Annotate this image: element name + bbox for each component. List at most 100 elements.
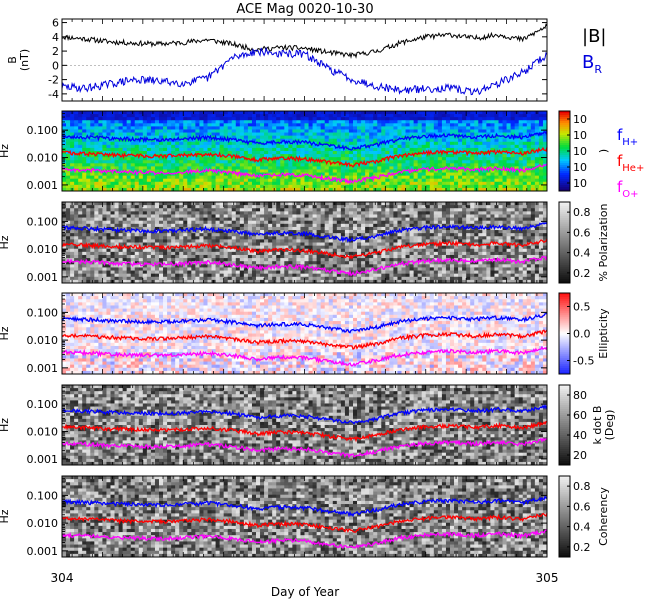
panel-frame xyxy=(61,292,548,375)
panel-frame xyxy=(61,384,548,466)
x-axis-label: Day of Year xyxy=(271,585,339,599)
colorbar-tick-label: 0.8 xyxy=(573,206,591,219)
colorbar-frame xyxy=(558,475,571,558)
y-tick-label: -2 xyxy=(48,74,59,87)
gyro-line-f_H xyxy=(61,403,548,425)
colorbar-frame xyxy=(558,384,571,466)
y-tick-label: 0.010 xyxy=(27,243,59,256)
colorbar-tick-label: 10 xyxy=(573,161,587,174)
y-tick-label: 0.001 xyxy=(27,453,59,466)
gyro-line-f_H xyxy=(61,130,548,152)
colorbar-label: % Polarization xyxy=(597,204,610,282)
colorbar-tick-label: 10 xyxy=(573,145,587,158)
y-tick-label: 0.100 xyxy=(27,124,59,137)
panel-frame xyxy=(61,201,548,284)
legend-b-r-main: B xyxy=(582,52,594,73)
y-axis-label: Hz xyxy=(0,235,11,249)
gyro-line-f_O xyxy=(61,345,548,367)
y-tick-label: 0.001 xyxy=(27,545,59,558)
y-tick-label: 0.010 xyxy=(27,152,59,165)
y-tick-label: 2 xyxy=(52,45,59,58)
series-line-B_total xyxy=(61,23,548,59)
legend-f-he-sub: He+ xyxy=(622,163,644,174)
colorbar-coherency: 0.8 0.6 0.4 0.2 Coherency xyxy=(558,475,610,558)
y-tick-label: 0.001 xyxy=(27,179,59,192)
colorbar-tick-label: 10 xyxy=(573,129,587,142)
y-axis-label: Hz xyxy=(0,144,11,158)
heatmap-cells xyxy=(62,202,548,284)
legend-f-o-main: f xyxy=(617,178,623,196)
y-tick-label: 4 xyxy=(52,31,59,44)
gyro-line-f_H xyxy=(61,495,548,518)
colorbar-power: 10 10 10 10 10) xyxy=(558,110,610,192)
y-tick-label: 0.100 xyxy=(27,489,59,502)
colorbar-label: Coherency xyxy=(597,487,610,546)
gyro-line-f_O xyxy=(61,163,548,185)
legend-f-h-sub: H+ xyxy=(622,137,638,148)
colorbar-tick-label: 0.2 xyxy=(573,267,591,280)
colorbar-polarization: 0.8 0.6 0.4 0.2 % Polarization xyxy=(558,201,610,284)
colorbar-tick-label: 0.4 xyxy=(573,521,591,534)
colorbar-tick-label: 20 xyxy=(573,449,587,462)
colorbar-label: Ellipticity xyxy=(597,308,610,359)
series-line-B_R xyxy=(61,46,548,96)
colorbar-label-unit: (Deg) xyxy=(603,410,616,441)
panel-frame xyxy=(61,18,548,102)
colorbar-tick-label: 60 xyxy=(573,409,587,422)
gyro-line-f_O xyxy=(61,255,548,277)
colorbar-kdotb: 80 60 40 20 k dot B (Deg) xyxy=(558,384,616,466)
panel-frame xyxy=(61,475,548,558)
panel-coherency: 0.100 0.010 0.001 Hz 0.8 0.6 0.4 0.2 Coherency xyxy=(0,475,610,558)
gyro-line-f_O xyxy=(61,437,548,459)
legend-f-h-main: f xyxy=(617,126,623,144)
y-axis-label: B xyxy=(6,56,19,64)
colorbar-tick-label: 0.0 xyxy=(573,328,591,341)
y-axis-label: Hz xyxy=(0,509,11,523)
colorbar-label: k dot B xyxy=(591,406,604,445)
legend-f-o: fO+ xyxy=(617,178,639,200)
colorbar-frame xyxy=(558,201,571,284)
legend-f-he-main: f xyxy=(617,152,623,170)
figure-title: ACE Mag 0020-10-30 xyxy=(236,2,373,17)
colorbar-tick-label: 0.6 xyxy=(573,500,591,513)
colorbar-tick-label: 0.2 xyxy=(573,541,591,554)
legend-f-he: fHe+ xyxy=(617,152,644,174)
legend-b-r: BR xyxy=(582,52,602,76)
y-tick-label: 0.001 xyxy=(27,362,59,375)
colorbar-tick-label: 10 xyxy=(573,177,587,190)
gyro-line-f_He xyxy=(61,421,547,443)
legend-f-h: fH+ xyxy=(617,126,638,148)
panel-polarization: 0.100 0.010 0.001 Hz 0.8 0.6 0.4 0.2 % Polarizat… xyxy=(0,201,610,284)
x-tick-label-end: 305 xyxy=(536,571,559,585)
colorbar-tick-label: 40 xyxy=(573,429,587,442)
y-tick-label: 0 xyxy=(52,59,59,72)
gyro-line-f_He xyxy=(61,329,548,350)
gyro-line-f_O xyxy=(61,529,548,550)
colorbar-label: ) xyxy=(597,149,610,153)
legend-b-total: |B| xyxy=(582,26,606,47)
colorbar-tick-label: 0.8 xyxy=(573,480,591,493)
y-axis-label: Hz xyxy=(0,418,11,432)
y-tick-label: 0.100 xyxy=(27,398,59,411)
y-axis-label: Hz xyxy=(0,326,11,340)
x-tick-label-start: 304 xyxy=(51,571,74,585)
legend-b-r-sub: R xyxy=(594,63,602,76)
colorbar-tick-label: 0.5 xyxy=(573,301,591,314)
panel-frame xyxy=(61,110,548,192)
heatmap-cells xyxy=(62,385,548,466)
y-tick-label: 0.010 xyxy=(27,426,59,439)
y-tick-label: 0.100 xyxy=(27,215,59,228)
colorbar-tick-label: 80 xyxy=(573,389,587,402)
y-tick-label: -4 xyxy=(48,88,59,101)
gyro-line-f_He xyxy=(61,512,548,533)
panel-kdotb: 0.100 0.010 0.001 Hz 80 60 40 20 k dot B (Deg) xyxy=(0,384,616,466)
colorbar-tick-label: 0.4 xyxy=(573,247,591,260)
y-tick-label: 0.010 xyxy=(27,517,59,530)
legend-f-o-sub: O+ xyxy=(622,189,638,200)
heatmap-cells xyxy=(62,111,548,192)
